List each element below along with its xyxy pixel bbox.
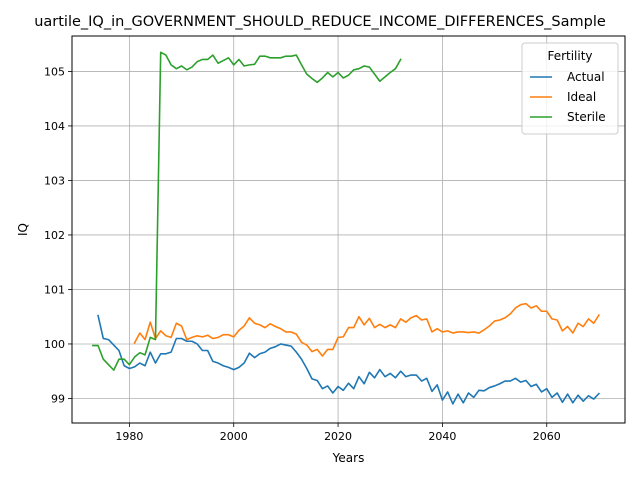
grid-lines	[72, 36, 625, 423]
series-layer	[92, 51, 601, 405]
y-tick-label: 104	[44, 120, 65, 133]
legend-label-sterile: Sterile	[567, 110, 606, 124]
y-tick-label: 102	[44, 229, 65, 242]
plot-frame	[71, 35, 626, 424]
legend-label-ideal: Ideal	[567, 90, 596, 104]
y-tick-label: 103	[44, 174, 65, 187]
y-axis: 99 100 101 102 103 104 105	[44, 65, 72, 405]
x-axis: 1980 2000 2020 2040 2060	[115, 423, 561, 443]
legend-box	[521, 42, 619, 135]
series-line-sterile	[92, 51, 402, 371]
y-axis-label: IQ	[16, 223, 30, 236]
x-tick-label: 1980	[115, 430, 143, 443]
legend: Fertility Actual Ideal Sterile	[521, 42, 619, 135]
series-line-actual	[97, 314, 601, 405]
x-tick-label: 2000	[220, 430, 248, 443]
y-tick-label: 101	[44, 283, 65, 296]
x-tick-label: 2040	[428, 430, 456, 443]
x-tick-label: 2060	[533, 430, 561, 443]
x-axis-label: Years	[332, 451, 365, 465]
legend-title: Fertility	[547, 49, 592, 63]
chart-title: uartile_IQ_in_GOVERNMENT_SHOULD_REDUCE_I…	[34, 14, 606, 30]
y-tick-label: 100	[44, 338, 65, 351]
series-line-ideal	[133, 302, 601, 357]
y-tick-label: 105	[44, 65, 65, 78]
y-tick-label: 99	[51, 392, 65, 405]
x-tick-label: 2020	[324, 430, 352, 443]
legend-label-actual: Actual	[567, 70, 605, 84]
